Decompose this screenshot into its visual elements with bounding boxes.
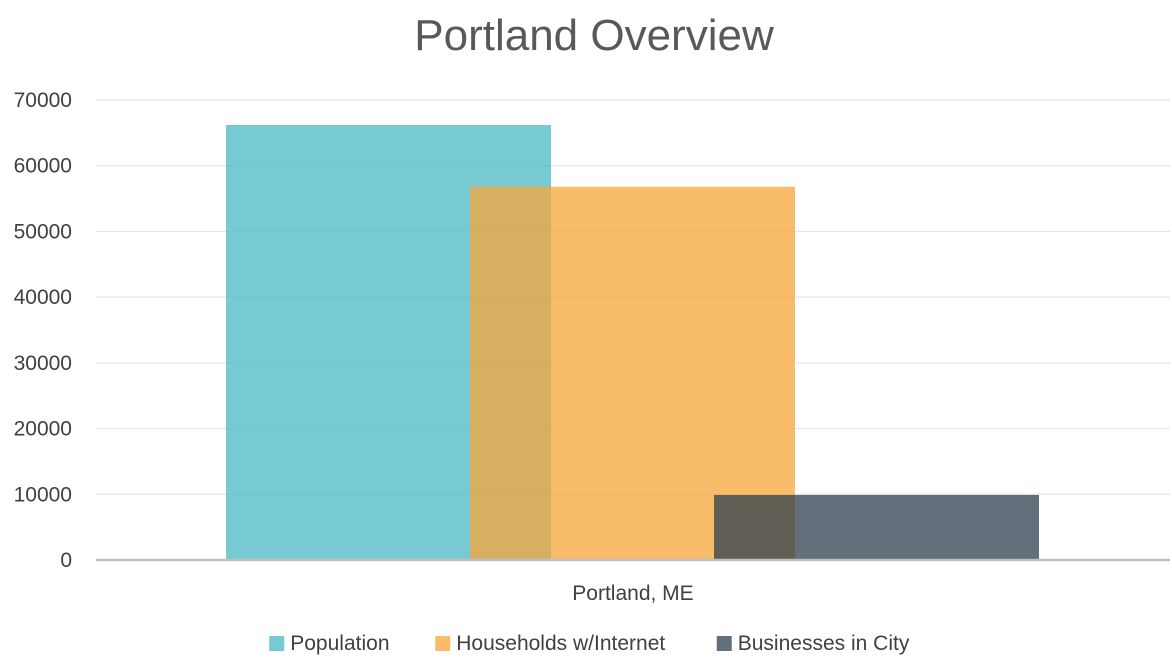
y-tick-label: 60000 [14, 155, 72, 178]
legend-item: Households w/Internet [435, 632, 665, 655]
legend: Population Households w/Internet Businesse… [269, 632, 910, 655]
legend-item: Population [269, 632, 390, 655]
y-tick-label: 70000 [14, 89, 72, 112]
legend-swatch [435, 636, 451, 651]
y-tick-label: 50000 [14, 220, 72, 243]
legend-item: Businesses in City [716, 632, 910, 655]
y-tick-label: 30000 [14, 352, 72, 375]
y-axis-tick-labels: 0 10000 20000 30000 40000 50000 60000 70000 [14, 89, 72, 572]
y-tick-label: 40000 [14, 286, 72, 309]
bar-businesses-in-city [714, 494, 1039, 560]
legend-label: Households w/Internet [456, 632, 665, 655]
legend-label: Businesses in City [738, 632, 910, 655]
y-tick-label: 0 [60, 549, 72, 572]
y-tick-label: 20000 [14, 418, 72, 441]
legend-label: Population [290, 632, 389, 655]
legend-swatch [716, 636, 732, 651]
bars [226, 124, 1039, 560]
x-category-label: Portland, ME [572, 582, 693, 605]
y-tick-label: 10000 [14, 483, 72, 506]
chart-title: Portland Overview [414, 11, 774, 60]
legend-swatch [269, 636, 285, 651]
